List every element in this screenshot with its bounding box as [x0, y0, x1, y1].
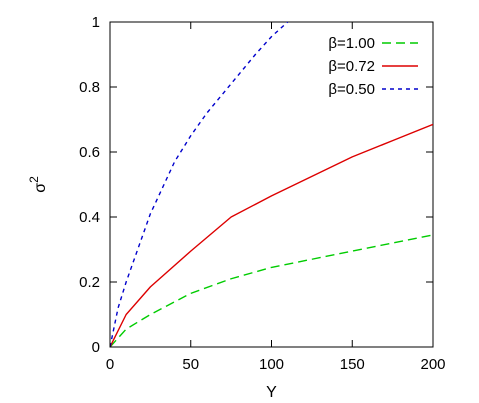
x-tick-label: 200 [420, 356, 445, 373]
legend: β=1.00 β=0.72 β=0.50 [328, 35, 418, 98]
x-tick-label: 0 [106, 356, 114, 373]
x-tick-label: 150 [340, 356, 365, 373]
legend-label-2: β=0.72 [328, 58, 375, 75]
series-line-1 [110, 234, 433, 347]
y-axis-label-superscript: 2 [27, 176, 41, 183]
y-tick-label: 0 [92, 339, 100, 356]
y-axis-label: σ2 [27, 176, 49, 193]
y-tick-label: 0.8 [79, 79, 100, 96]
x-tick-label: 50 [182, 356, 199, 373]
y-tick-label: 0.4 [79, 209, 100, 226]
x-axis-label: Y [266, 384, 277, 401]
y-tick-label: 1 [92, 14, 100, 31]
x-tick-label: 100 [259, 356, 284, 373]
series-line-2 [110, 123, 433, 347]
legend-label-3: β=0.50 [328, 81, 375, 98]
y-axis-label-base: σ [32, 183, 49, 193]
series-line-3 [110, 22, 289, 347]
y-tick-label: 0.2 [79, 274, 100, 291]
axes-layer: 0 50 100 150 200 0 0.2 0.4 0.6 0.8 1 [79, 14, 445, 373]
y-tick-label: 0.6 [79, 144, 100, 161]
series-layer [110, 22, 433, 347]
plot-frame [109, 21, 434, 348]
plot-area [109, 21, 434, 348]
legend-label-1: β=1.00 [328, 35, 375, 52]
